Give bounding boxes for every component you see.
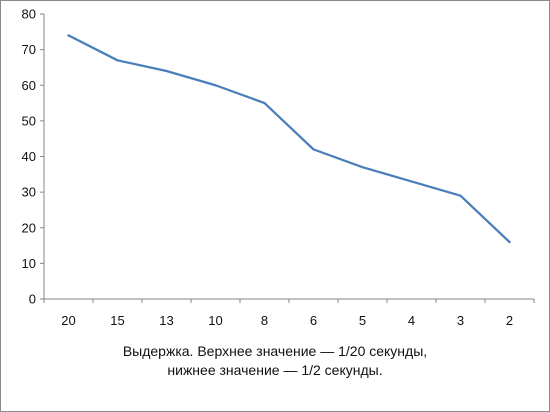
x-tick-label: 20 — [61, 313, 75, 328]
x-axis-title-line-1: Выдержка. Верхнее значение — 1/20 секунд… — [122, 343, 428, 359]
data-point — [67, 34, 70, 37]
x-tick-label: 3 — [457, 313, 464, 328]
x-tick-label: 6 — [310, 313, 317, 328]
x-tick-label: 8 — [261, 313, 268, 328]
x-tick-label: 15 — [110, 313, 124, 328]
series-lines — [67, 34, 511, 244]
data-point — [508, 240, 511, 244]
x-axis-title: Выдержка. Верхнее значение — 1/20 секунд… — [0, 342, 550, 380]
x-tick-label: 2 — [506, 313, 513, 328]
x-tick-label: 13 — [159, 313, 173, 328]
y-tick-label: 30 — [22, 185, 36, 200]
x-axis-tick-labels: 20 15 13 10 8 6 5 4 3 2 — [61, 313, 513, 328]
data-point — [165, 69, 168, 73]
x-axis-title-line-2: нижнее значение — 1/2 секунды. — [167, 362, 383, 378]
y-tick-label: 40 — [22, 149, 36, 164]
axes — [40, 13, 535, 303]
y-tick-label: 80 — [22, 7, 36, 22]
data-point — [410, 180, 413, 183]
data-point — [459, 194, 462, 197]
x-tick-label: 10 — [208, 313, 222, 328]
y-axis-tick-labels: 0 10 20 30 40 50 60 70 80 — [22, 7, 36, 307]
y-tick-label: 20 — [22, 220, 36, 235]
data-point — [361, 166, 364, 169]
y-tick-label: 50 — [22, 113, 36, 128]
y-tick-label: 10 — [22, 256, 36, 271]
data-point — [263, 101, 266, 105]
y-tick-label: 70 — [22, 42, 36, 57]
series-line — [67, 34, 511, 244]
y-tick-label: 60 — [22, 78, 36, 93]
y-tick-label: 0 — [29, 292, 36, 307]
x-tick-label: 5 — [359, 313, 366, 328]
data-point — [214, 84, 217, 87]
x-tick-label: 4 — [408, 313, 415, 328]
data-point — [116, 59, 119, 62]
data-point — [312, 148, 315, 151]
